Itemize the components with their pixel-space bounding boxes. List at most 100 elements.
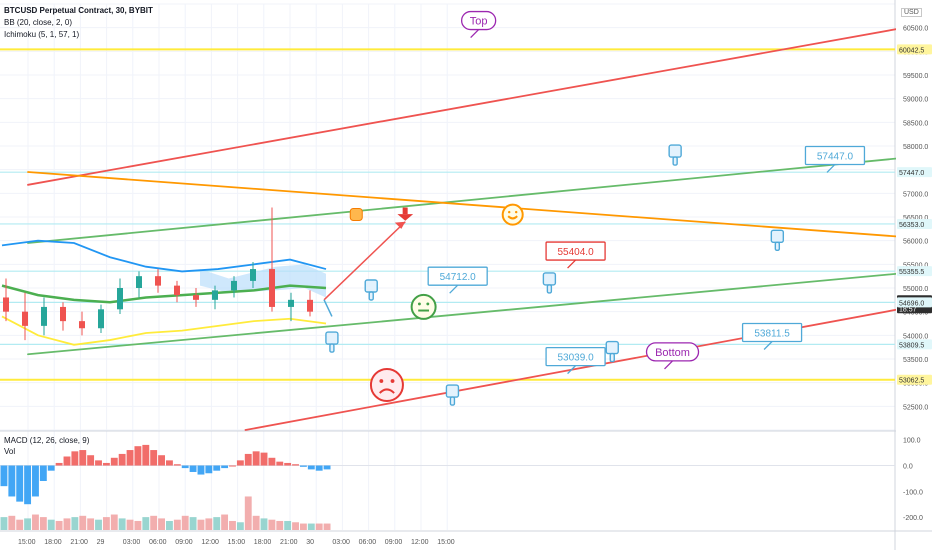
sad-smiley-icon bbox=[379, 379, 384, 383]
volume-indicator-label[interactable]: Vol bbox=[4, 447, 16, 456]
trend-lines bbox=[27, 21, 932, 431]
symbol-title[interactable]: BTCUSD Perpetual Contract, 30, BYBIT bbox=[4, 6, 153, 15]
callout-pointer bbox=[664, 360, 673, 370]
price-badge-label: 53809.5 bbox=[899, 342, 924, 349]
time-axis-tick-label: 03:00 bbox=[123, 539, 141, 546]
callout-pointer bbox=[449, 284, 459, 294]
macd-histogram-bar bbox=[8, 465, 16, 497]
callout-label: Top bbox=[470, 16, 488, 28]
bollinger-bands bbox=[1, 239, 327, 346]
callout-label: 53811.5 bbox=[754, 328, 790, 339]
bb-indicator-label[interactable]: BB (20, close, 2, 0) bbox=[4, 18, 73, 27]
volume-bar bbox=[118, 518, 126, 530]
price-badge-label: 57447.0 bbox=[899, 170, 924, 177]
price-axis-tick-label: 57000.0 bbox=[903, 191, 928, 198]
pointing-hand-icon bbox=[449, 396, 456, 406]
volume-bar bbox=[268, 519, 276, 530]
volume-bar bbox=[158, 518, 165, 530]
callout-pointer bbox=[470, 29, 480, 39]
volume-bar bbox=[24, 518, 32, 530]
price-badge-label: 56353.0 bbox=[899, 222, 924, 229]
volume-bar bbox=[236, 522, 244, 530]
volume-bar bbox=[276, 520, 284, 530]
macd-histogram-bar bbox=[236, 460, 244, 466]
volume-bar bbox=[244, 496, 252, 530]
price-badge bbox=[897, 44, 932, 55]
volume-bar bbox=[32, 514, 39, 530]
time-axis-tick-label: 21:00 bbox=[70, 539, 88, 546]
macd-histogram-bar bbox=[260, 452, 268, 466]
macd-histogram-bar bbox=[47, 465, 55, 471]
pointing-hand-icon bbox=[445, 384, 460, 398]
macd-histogram-bar bbox=[197, 465, 205, 475]
price-badge-label: 53062.5 bbox=[899, 378, 924, 385]
candles bbox=[3, 207, 313, 341]
trend-line bbox=[27, 154, 932, 244]
time-axis-tick-label: 15:00 bbox=[18, 539, 36, 546]
candle-body bbox=[98, 309, 104, 329]
pointing-hand-icon bbox=[668, 144, 682, 158]
volume-bar bbox=[47, 519, 55, 530]
macd-axis-tick-label: 100.0 bbox=[903, 438, 921, 445]
currency-label[interactable]: USD bbox=[901, 8, 922, 17]
volume-bar bbox=[260, 518, 268, 530]
candle-body bbox=[22, 311, 28, 326]
projection-arrow bbox=[323, 221, 406, 301]
volume-bar bbox=[299, 523, 307, 530]
macd-histogram-bar bbox=[205, 465, 213, 474]
sad-smiley-icon bbox=[390, 379, 395, 383]
volume-bar bbox=[110, 514, 118, 530]
macd-histogram-bar bbox=[158, 455, 165, 466]
candle-body bbox=[174, 285, 180, 296]
time-axis-tick-label: 12:00 bbox=[411, 539, 429, 546]
time-axis-tick-label: 09:00 bbox=[175, 539, 193, 546]
ichimoku-indicator-label[interactable]: Ichimoku (5, 1, 57, 1) bbox=[4, 30, 80, 39]
macd-histogram-bar bbox=[307, 465, 315, 470]
macd-histogram-bar bbox=[299, 465, 307, 467]
candle-body bbox=[288, 299, 294, 307]
volume-bar bbox=[181, 515, 189, 530]
down-arrow bbox=[323, 299, 333, 317]
happy-smiley-icon bbox=[507, 215, 518, 220]
volume-bar bbox=[95, 519, 102, 530]
volume-bar bbox=[166, 520, 173, 530]
pointing-hand-icon bbox=[770, 229, 785, 244]
time-axis-tick-label: 29 bbox=[97, 539, 105, 546]
macd-histogram-bar bbox=[323, 465, 331, 470]
neutral-smiley-icon bbox=[410, 293, 437, 320]
price-badge bbox=[897, 374, 932, 385]
happy-smiley-icon bbox=[515, 210, 518, 214]
candle-body bbox=[212, 290, 218, 300]
price-badge-time: 18:57 bbox=[899, 306, 917, 313]
neutral-smiley-icon bbox=[426, 302, 430, 306]
price-axis-tick-label: 56000.0 bbox=[903, 239, 928, 246]
volume-bar bbox=[315, 523, 323, 530]
price-axis-tick-label: 55000.0 bbox=[903, 286, 928, 293]
price-badge bbox=[897, 266, 932, 277]
macd-indicator-label[interactable]: MACD (12, 26, close, 9) bbox=[4, 436, 90, 445]
neutral-smiley-icon bbox=[417, 302, 421, 306]
volume-bar bbox=[79, 515, 87, 530]
callout-label: 53039.0 bbox=[558, 353, 595, 364]
volume-bar bbox=[39, 517, 47, 530]
macd-histogram-bar bbox=[110, 457, 118, 466]
callout-pointer bbox=[567, 259, 577, 269]
macd-histogram-bar bbox=[63, 456, 71, 466]
volume-bar bbox=[284, 520, 292, 530]
macd-histogram-bar bbox=[126, 450, 134, 466]
time-axis-tick-label: 21:00 bbox=[280, 539, 298, 546]
callout-label: 54712.0 bbox=[440, 272, 477, 283]
pointing-hand-icon bbox=[542, 272, 557, 286]
time-axis-tick-label: 15:00 bbox=[228, 539, 246, 546]
callout-label: Bottom bbox=[655, 347, 690, 359]
macd-histogram-bar bbox=[189, 465, 197, 472]
macd-histogram-bar bbox=[87, 455, 95, 466]
price-axis-tick-label: 54000.0 bbox=[903, 333, 928, 340]
time-axis-tick-label: 18:00 bbox=[44, 539, 62, 546]
candle-body bbox=[307, 299, 313, 312]
pointing-hand-icon bbox=[368, 291, 374, 301]
macd-histogram-bar bbox=[292, 464, 299, 466]
price-badge-label: 55355.5 bbox=[899, 269, 924, 276]
